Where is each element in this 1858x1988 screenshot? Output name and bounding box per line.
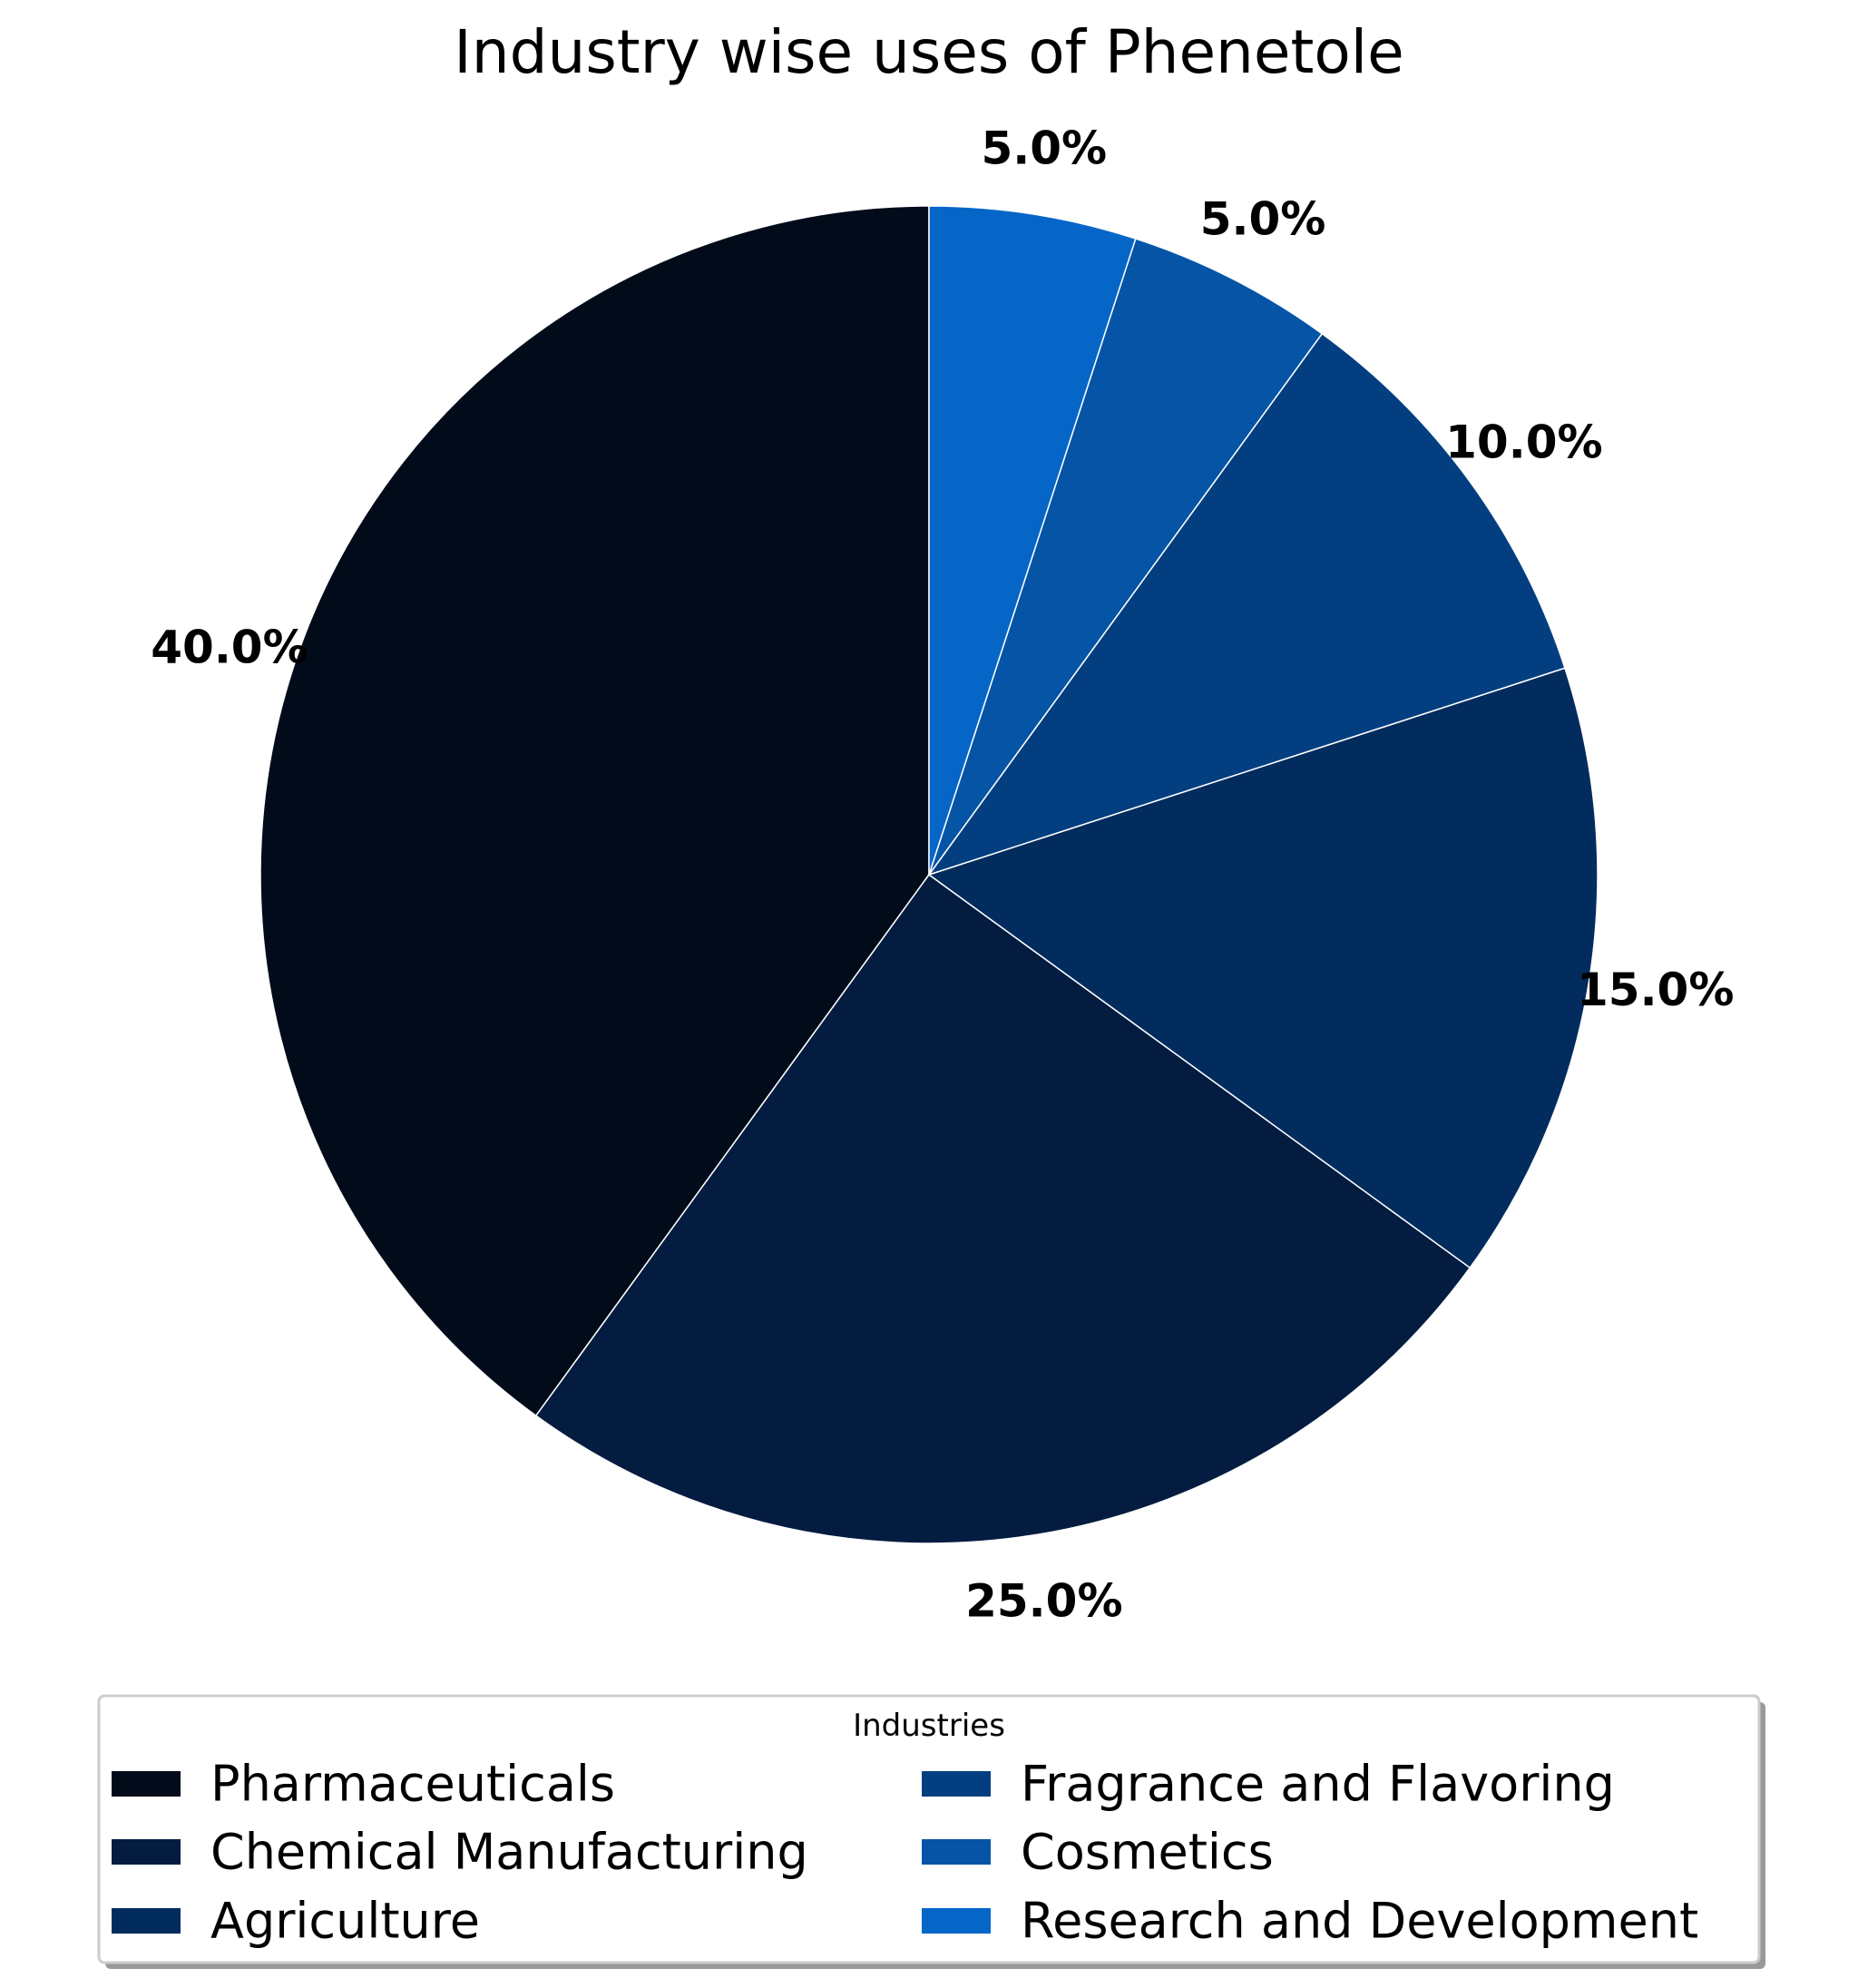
legend-item-chemical-manufacturing: Chemical Manufacturing	[112, 1824, 808, 1881]
legend-item-cosmetics: Cosmetics	[922, 1824, 1274, 1881]
pie-labels: 40.0% 25.0% 15.0% 10.0% 5.0% 5.0%	[151, 122, 1734, 1627]
legend-box	[97, 1694, 1761, 1964]
pie-label-pharmaceuticals: 40.0%	[151, 621, 308, 673]
legend-label: Cosmetics	[1021, 1824, 1274, 1881]
pie-slice-agriculture	[927, 667, 1599, 1269]
legend-item-research-and-development: Research and Development	[922, 1893, 1698, 1950]
legend-label: Chemical Manufacturing	[210, 1824, 808, 1881]
pie-label-agriculture: 15.0%	[1577, 964, 1734, 1016]
legend-swatch	[112, 1771, 181, 1797]
legend-swatch	[922, 1839, 991, 1865]
legend-item-fragrance-and-flavoring: Fragrance and Flavoring	[922, 1756, 1615, 1813]
legend: Industries Pharmaceuticals Chemical Manuf…	[97, 1694, 1765, 1969]
legend-label: Pharmaceuticals	[210, 1756, 615, 1813]
pie-label-fragrance-and-flavoring: 10.0%	[1445, 416, 1602, 468]
pie-slice-pharmaceuticals	[259, 205, 930, 1417]
pie-label-chemical-manufacturing: 25.0%	[965, 1575, 1122, 1628]
pie-label-research-and-development: 5.0%	[981, 122, 1107, 174]
pie-slices	[259, 205, 1599, 1544]
pie-slice-research-and-development	[928, 205, 1137, 876]
pie-label-cosmetics: 5.0%	[1200, 193, 1326, 246]
legend-title: Industries	[853, 1708, 1005, 1744]
legend-item-agriculture: Agriculture	[112, 1893, 480, 1950]
legend-swatch	[922, 1771, 991, 1797]
legend-swatch	[922, 1908, 991, 1934]
legend-label: Agriculture	[210, 1893, 480, 1950]
legend-item-pharmaceuticals: Pharmaceuticals	[112, 1756, 615, 1813]
pie-slice-fragrance-and-flavoring	[927, 332, 1566, 876]
legend-label: Research and Development	[1021, 1893, 1698, 1950]
pie-slice-cosmetics	[928, 238, 1324, 876]
chart-title: Industry wise uses of Phenetole	[454, 17, 1403, 87]
pie-slice-chemical-manufacturing	[534, 873, 1472, 1544]
legend-label: Fragrance and Flavoring	[1021, 1756, 1615, 1813]
legend-swatch	[112, 1908, 181, 1934]
legend-swatch	[112, 1839, 181, 1865]
